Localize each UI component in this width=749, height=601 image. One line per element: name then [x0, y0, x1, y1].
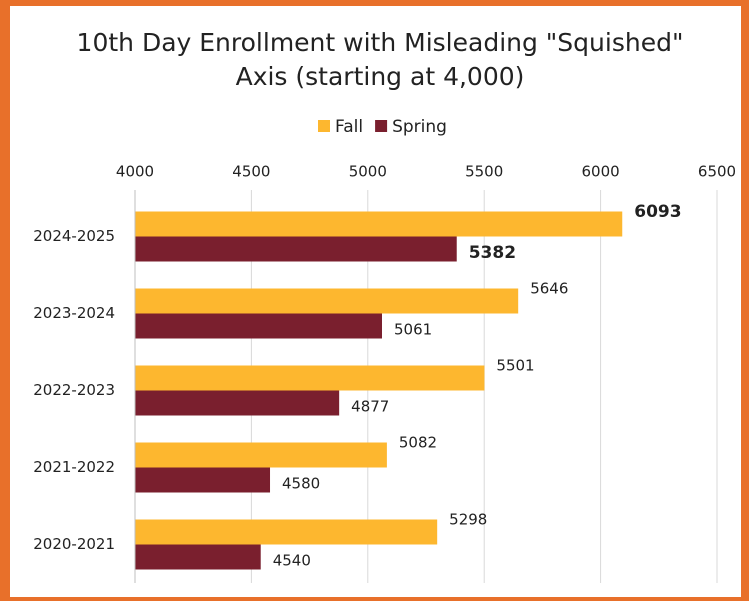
y-tick-label: 2023-2024	[33, 304, 115, 322]
data-label: 5501	[496, 357, 534, 375]
bar	[135, 288, 519, 314]
bar	[135, 442, 387, 468]
x-tick-label: 4000	[116, 163, 154, 181]
data-label: 4580	[282, 475, 320, 493]
data-label: 5382	[469, 243, 516, 263]
bar	[135, 519, 438, 545]
x-tick-label: 6000	[582, 163, 620, 181]
y-tick-label: 2021-2022	[33, 458, 115, 476]
x-tick-label: 4500	[232, 163, 270, 181]
data-label: 6093	[634, 202, 681, 222]
legend-label: Fall	[335, 117, 363, 137]
y-tick-label: 2022-2023	[33, 381, 115, 399]
x-tick-label: 5000	[349, 163, 387, 181]
bar	[135, 544, 261, 570]
y-tick-label: 2024-2025	[33, 227, 115, 245]
data-label: 5298	[449, 511, 487, 529]
x-tick-label: 5500	[465, 163, 503, 181]
data-label: 5082	[399, 434, 437, 452]
data-label: 5061	[394, 321, 432, 339]
legend-swatch	[318, 120, 330, 132]
data-label: 4877	[351, 398, 389, 416]
legend-label: Spring	[392, 117, 447, 137]
x-tick-label: 6500	[698, 163, 736, 181]
chart-title: 10th Day Enrollment with Misleading "Squ…	[77, 28, 684, 57]
legend-swatch	[375, 120, 388, 132]
data-label: 5646	[530, 280, 568, 298]
bar	[135, 467, 271, 493]
chart-title: Axis (starting at 4,000)	[236, 62, 525, 91]
bar	[135, 365, 485, 391]
bar	[135, 211, 623, 237]
bar	[135, 236, 457, 262]
bar	[135, 390, 340, 416]
bar	[135, 313, 383, 339]
data-label: 4540	[273, 552, 311, 570]
y-tick-label: 2020-2021	[33, 535, 115, 553]
